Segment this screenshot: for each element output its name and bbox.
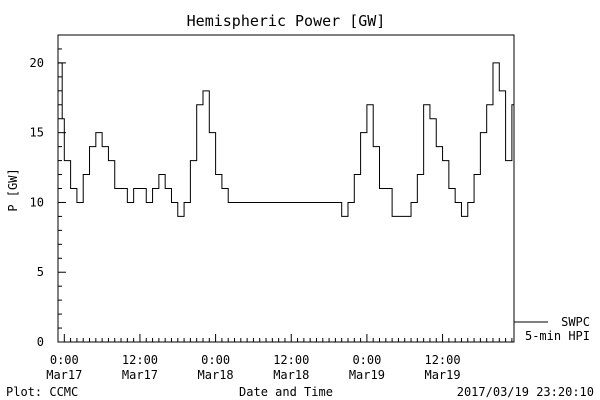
y-tick-label: 10 <box>30 195 44 209</box>
chart-title: Hemispheric Power [GW] <box>187 12 386 30</box>
y-axis-ticks: 0 5 10 15 20 <box>30 34 66 349</box>
y-tick-label: 15 <box>30 126 44 140</box>
x-tick-label: 12:00 <box>273 353 309 367</box>
x-tick-label: 0:00 <box>352 353 381 367</box>
x-axis-ticks: 0:00Mar1712:00Mar170:00Mar1812:00Mar180:… <box>46 334 513 382</box>
plot-credit: Plot: CCMC <box>6 385 78 399</box>
series-line-swpc <box>58 62 514 217</box>
y-axis-label: P [GW] <box>6 168 20 211</box>
x-axis-label: Date and Time <box>239 385 333 399</box>
x-tick-date-label: Mar19 <box>349 368 385 382</box>
x-tick-date-label: Mar17 <box>46 368 82 382</box>
plot-timestamp: 2017/03/19 23:20:10 <box>457 385 594 399</box>
x-tick-label: 0:00 <box>201 353 230 367</box>
x-tick-date-label: Mar18 <box>273 368 309 382</box>
plot-frame <box>57 34 515 343</box>
legend-label: 5-min HPI <box>525 329 590 343</box>
y-tick-label: 0 <box>37 335 44 349</box>
series-layer <box>58 62 514 217</box>
x-tick-date-label: Mar18 <box>198 368 234 382</box>
x-tick-date-label: Mar17 <box>122 368 158 382</box>
y-tick-label: 5 <box>37 265 44 279</box>
x-tick-date-label: Mar19 <box>424 368 460 382</box>
legend-label: SWPC <box>561 315 590 329</box>
y-tick-label: 20 <box>30 56 44 70</box>
x-tick-label: 12:00 <box>122 353 158 367</box>
x-tick-label: 12:00 <box>424 353 460 367</box>
x-tick-label: 0:00 <box>50 353 79 367</box>
